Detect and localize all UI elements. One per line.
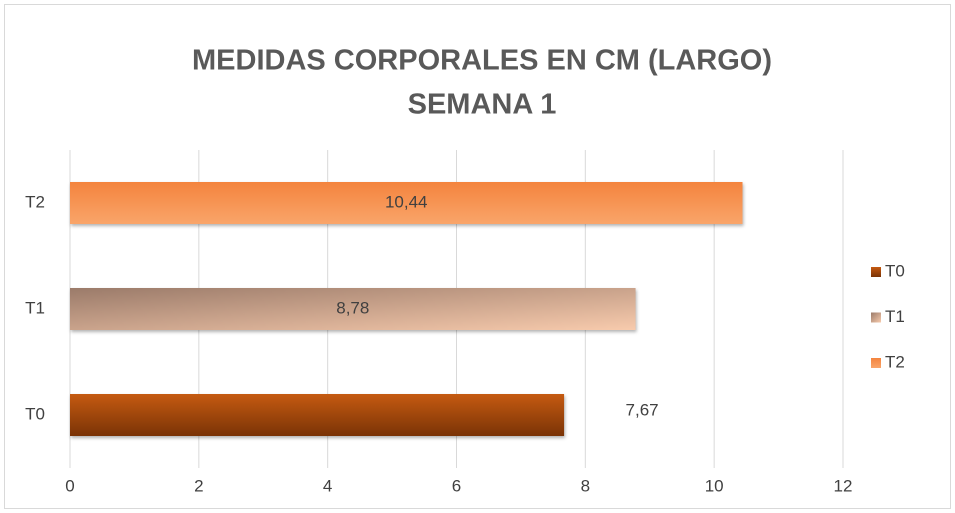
x-tick-label: 6 xyxy=(452,476,461,495)
y-tick-label: T0 xyxy=(25,404,45,423)
chart-title: MEDIDAS CORPORALES EN CM (LARGO) xyxy=(192,45,772,77)
data-label: 7,67 xyxy=(626,400,659,419)
x-tick-label: 10 xyxy=(705,476,724,495)
y-tick-label: T2 xyxy=(25,192,45,211)
data-label: 8,78 xyxy=(336,298,369,317)
legend-label: T0 xyxy=(885,261,905,280)
bar xyxy=(70,182,743,224)
legend-label: T2 xyxy=(885,352,905,371)
x-tick-label: 4 xyxy=(323,476,332,495)
bar xyxy=(70,288,636,330)
chart-subtitle: SEMANA 1 xyxy=(408,89,557,121)
bar xyxy=(70,394,565,436)
legend-swatch xyxy=(871,358,881,368)
x-tick-label: 2 xyxy=(194,476,203,495)
data-label: 10,44 xyxy=(385,192,428,211)
legend-swatch xyxy=(871,312,881,323)
y-tick-label: T1 xyxy=(25,298,45,317)
legend-swatch xyxy=(871,267,881,277)
x-tick-label: 12 xyxy=(834,476,853,495)
x-tick-label: 8 xyxy=(581,476,590,495)
legend-label: T1 xyxy=(885,307,905,326)
x-tick-label: 0 xyxy=(65,476,74,495)
